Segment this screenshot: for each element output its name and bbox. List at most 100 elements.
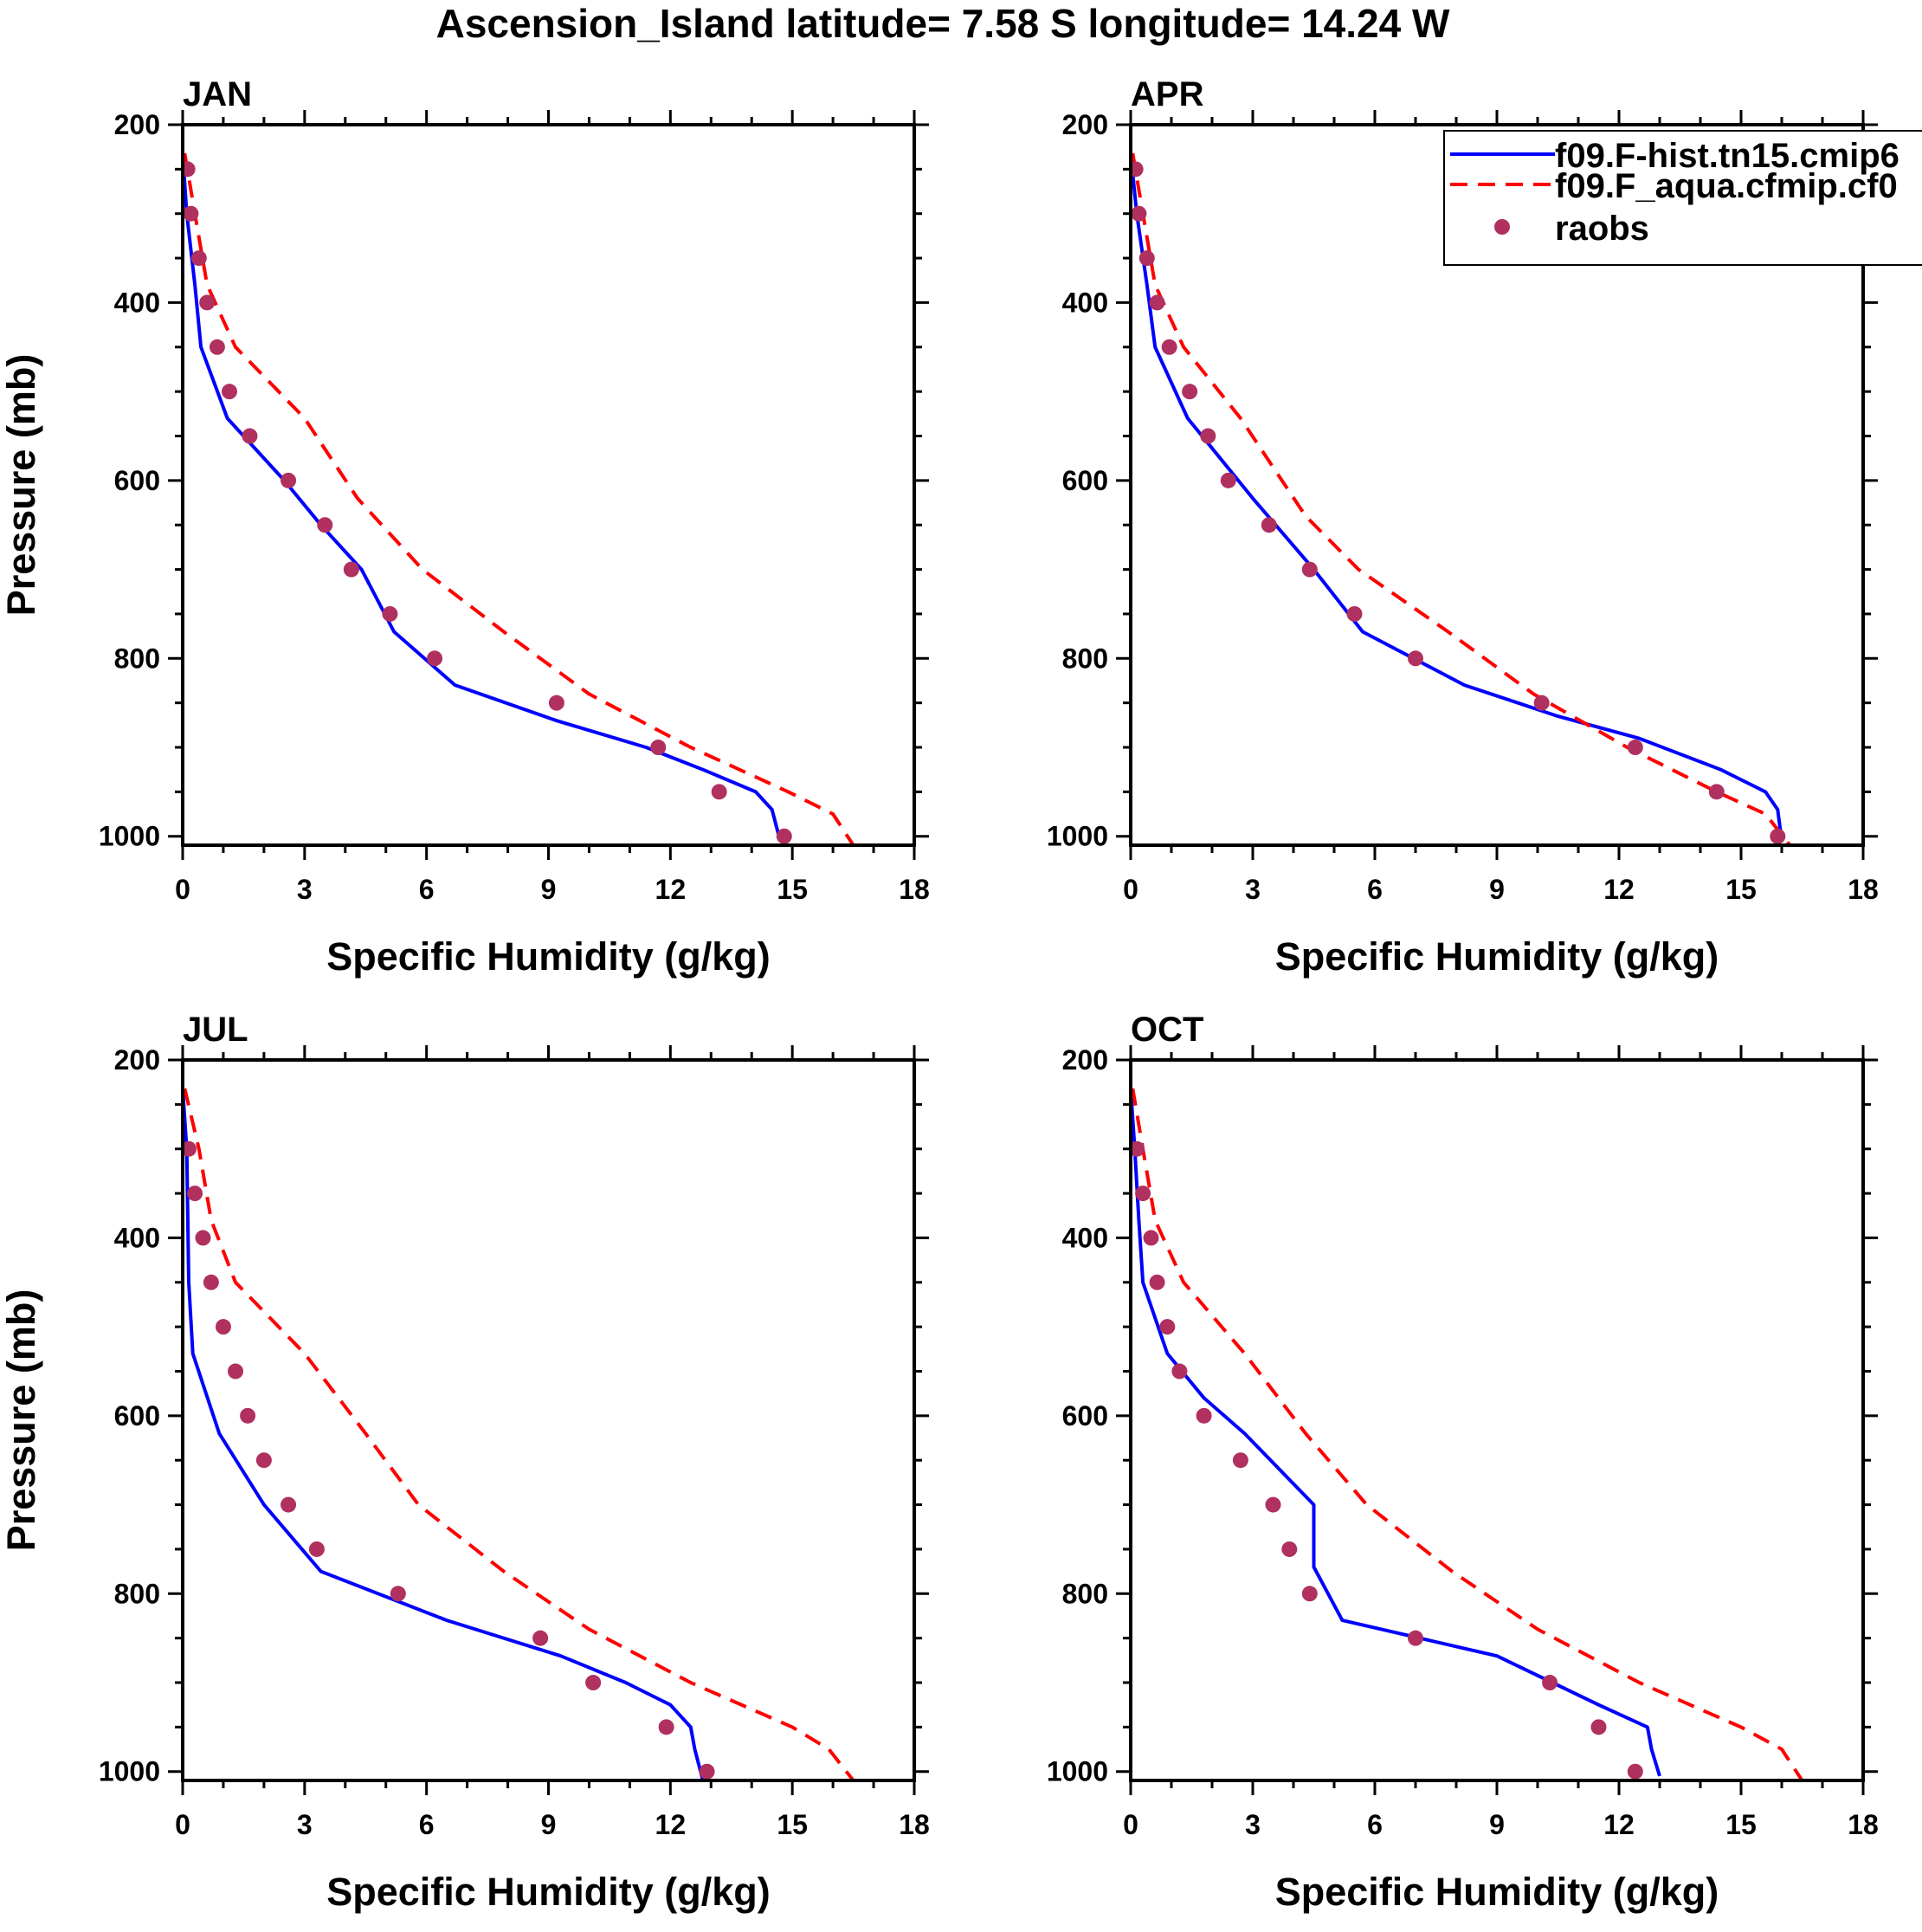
x-tick-label: 3	[297, 874, 313, 905]
raobs-point	[317, 517, 333, 533]
legend-label: f09.F-hist.tn15.cmip6	[1555, 137, 1899, 175]
aqua-cfmip-line	[183, 1088, 855, 1780]
y-tick-label: 200	[114, 109, 160, 140]
raobs-point	[1200, 428, 1216, 444]
raobs-point	[343, 561, 359, 578]
raobs-point	[1590, 1719, 1607, 1735]
x-axis-label: Specific Humidity (g/kg)	[1275, 1870, 1719, 1914]
y-tick-label: 600	[114, 1400, 160, 1431]
x-tick-label: 9	[1489, 874, 1505, 905]
raobs-point	[1346, 605, 1363, 622]
x-tick-label: 6	[419, 1809, 435, 1840]
cmip6-line	[1131, 152, 1783, 842]
raobs-point	[195, 1230, 211, 1246]
y-tick-label: 800	[114, 1578, 160, 1609]
plot-frame	[181, 1058, 916, 1782]
y-tick-label: 1000	[99, 821, 160, 852]
raobs-point	[255, 1452, 272, 1469]
x-tick-label: 18	[899, 1809, 930, 1840]
raobs-point	[1149, 1274, 1165, 1290]
legend: f09.F-hist.tn15.cmip6f09.F_aqua.cfmip.cf…	[1443, 130, 1922, 266]
raobs-point	[308, 1541, 325, 1557]
raobs-point	[1770, 828, 1786, 844]
raobs-point	[203, 1274, 219, 1290]
chart-title: Ascension_Island latitude= 7.58 S longit…	[436, 1, 1450, 46]
raobs-point	[1143, 1230, 1159, 1246]
y-tick-label: 800	[1062, 643, 1108, 674]
x-axis-label: Specific Humidity (g/kg)	[1275, 934, 1719, 979]
x-tick-label: 18	[1848, 874, 1879, 905]
raobs-point	[1261, 517, 1277, 533]
panel-apr: APR 0 3 6 9 12 15 18 200 400 600 800 1000 Specific Hu…	[1047, 75, 1879, 979]
y-tick-label: 600	[1062, 1400, 1108, 1431]
y-axis-label: Pressure (mb)	[0, 354, 43, 617]
x-tick-label: 9	[541, 1809, 557, 1840]
raobs-point	[183, 1140, 197, 1157]
y-tick-label: 200	[1062, 109, 1108, 140]
x-tick-label: 6	[1367, 1809, 1383, 1840]
raobs-point	[1301, 561, 1318, 578]
y-tick-label: 400	[114, 287, 160, 318]
x-tick-label: 15	[777, 1809, 808, 1840]
y-tick-label: 800	[114, 643, 160, 674]
raobs-point	[1301, 1586, 1318, 1602]
legend-raobs-marker	[1494, 219, 1510, 235]
y-tick-label: 1000	[1047, 1756, 1108, 1787]
raobs-point	[650, 740, 667, 756]
raobs-point	[1161, 339, 1177, 355]
panel-label: JUL	[183, 1011, 248, 1049]
x-tick-label: 12	[655, 874, 687, 905]
y-tick-label: 200	[114, 1044, 160, 1076]
raobs-point	[1182, 384, 1198, 400]
x-tick-label: 0	[1123, 1809, 1138, 1840]
y-tick-label: 400	[114, 1222, 160, 1253]
x-tick-label: 15	[1725, 874, 1757, 905]
x-tick-label: 15	[777, 874, 808, 905]
x-tick-label: 6	[419, 874, 435, 905]
panel-jul: JUL 0 3 6 9 12 15 18 200 400 600 800 1000 Specific Hu…	[0, 1011, 930, 1914]
raobs-point	[390, 1586, 406, 1602]
plot-area	[1131, 152, 1791, 845]
x-tick-label: 15	[1725, 1809, 1757, 1840]
x-tick-label: 3	[1245, 1809, 1261, 1840]
plot-area	[183, 1088, 855, 1780]
y-tick-label: 1000	[99, 1756, 160, 1787]
legend-label: f09.F_aqua.cfmip.cf0	[1555, 167, 1898, 205]
raobs-point	[1542, 1675, 1558, 1691]
raobs-point	[382, 605, 398, 622]
plot-frame	[1129, 123, 1865, 847]
raobs-point	[532, 1630, 549, 1646]
raobs-point	[1265, 1496, 1281, 1513]
panel-label: APR	[1131, 75, 1204, 113]
x-tick-label: 12	[1603, 1809, 1635, 1840]
raobs-point	[1196, 1407, 1212, 1424]
raobs-point	[1171, 1363, 1188, 1380]
raobs-point	[1627, 1763, 1643, 1780]
panel-oct: OCT 0 3 6 9 12 15 18 200 400 600 800 1000 Specific Hu…	[1047, 1011, 1879, 1914]
plot-area	[183, 152, 855, 845]
raobs-point	[1627, 740, 1643, 756]
raobs-point	[1533, 695, 1550, 711]
raobs-point	[776, 828, 792, 844]
raobs-point	[242, 428, 258, 444]
x-axis-label: Specific Humidity (g/kg)	[326, 1870, 771, 1914]
raobs-point	[209, 339, 225, 355]
plot-area	[1131, 1088, 1804, 1780]
raobs-point	[1131, 205, 1147, 222]
x-tick-label: 18	[1848, 1809, 1879, 1840]
raobs-point	[1138, 250, 1155, 267]
x-tick-label: 3	[1245, 874, 1261, 905]
raobs-point	[190, 250, 207, 267]
aqua-cfmip-line	[1131, 1088, 1804, 1780]
raobs-point	[1220, 472, 1236, 488]
raobs-point	[221, 384, 237, 400]
y-tick-label: 200	[1062, 1044, 1108, 1076]
raobs-point	[281, 472, 297, 488]
raobs-point	[1281, 1541, 1298, 1557]
x-axis-label: Specific Humidity (g/kg)	[326, 934, 771, 979]
raobs-point	[1708, 784, 1725, 800]
raobs-point	[183, 161, 196, 178]
x-tick-label: 18	[899, 874, 930, 905]
raobs-point	[1232, 1452, 1248, 1469]
